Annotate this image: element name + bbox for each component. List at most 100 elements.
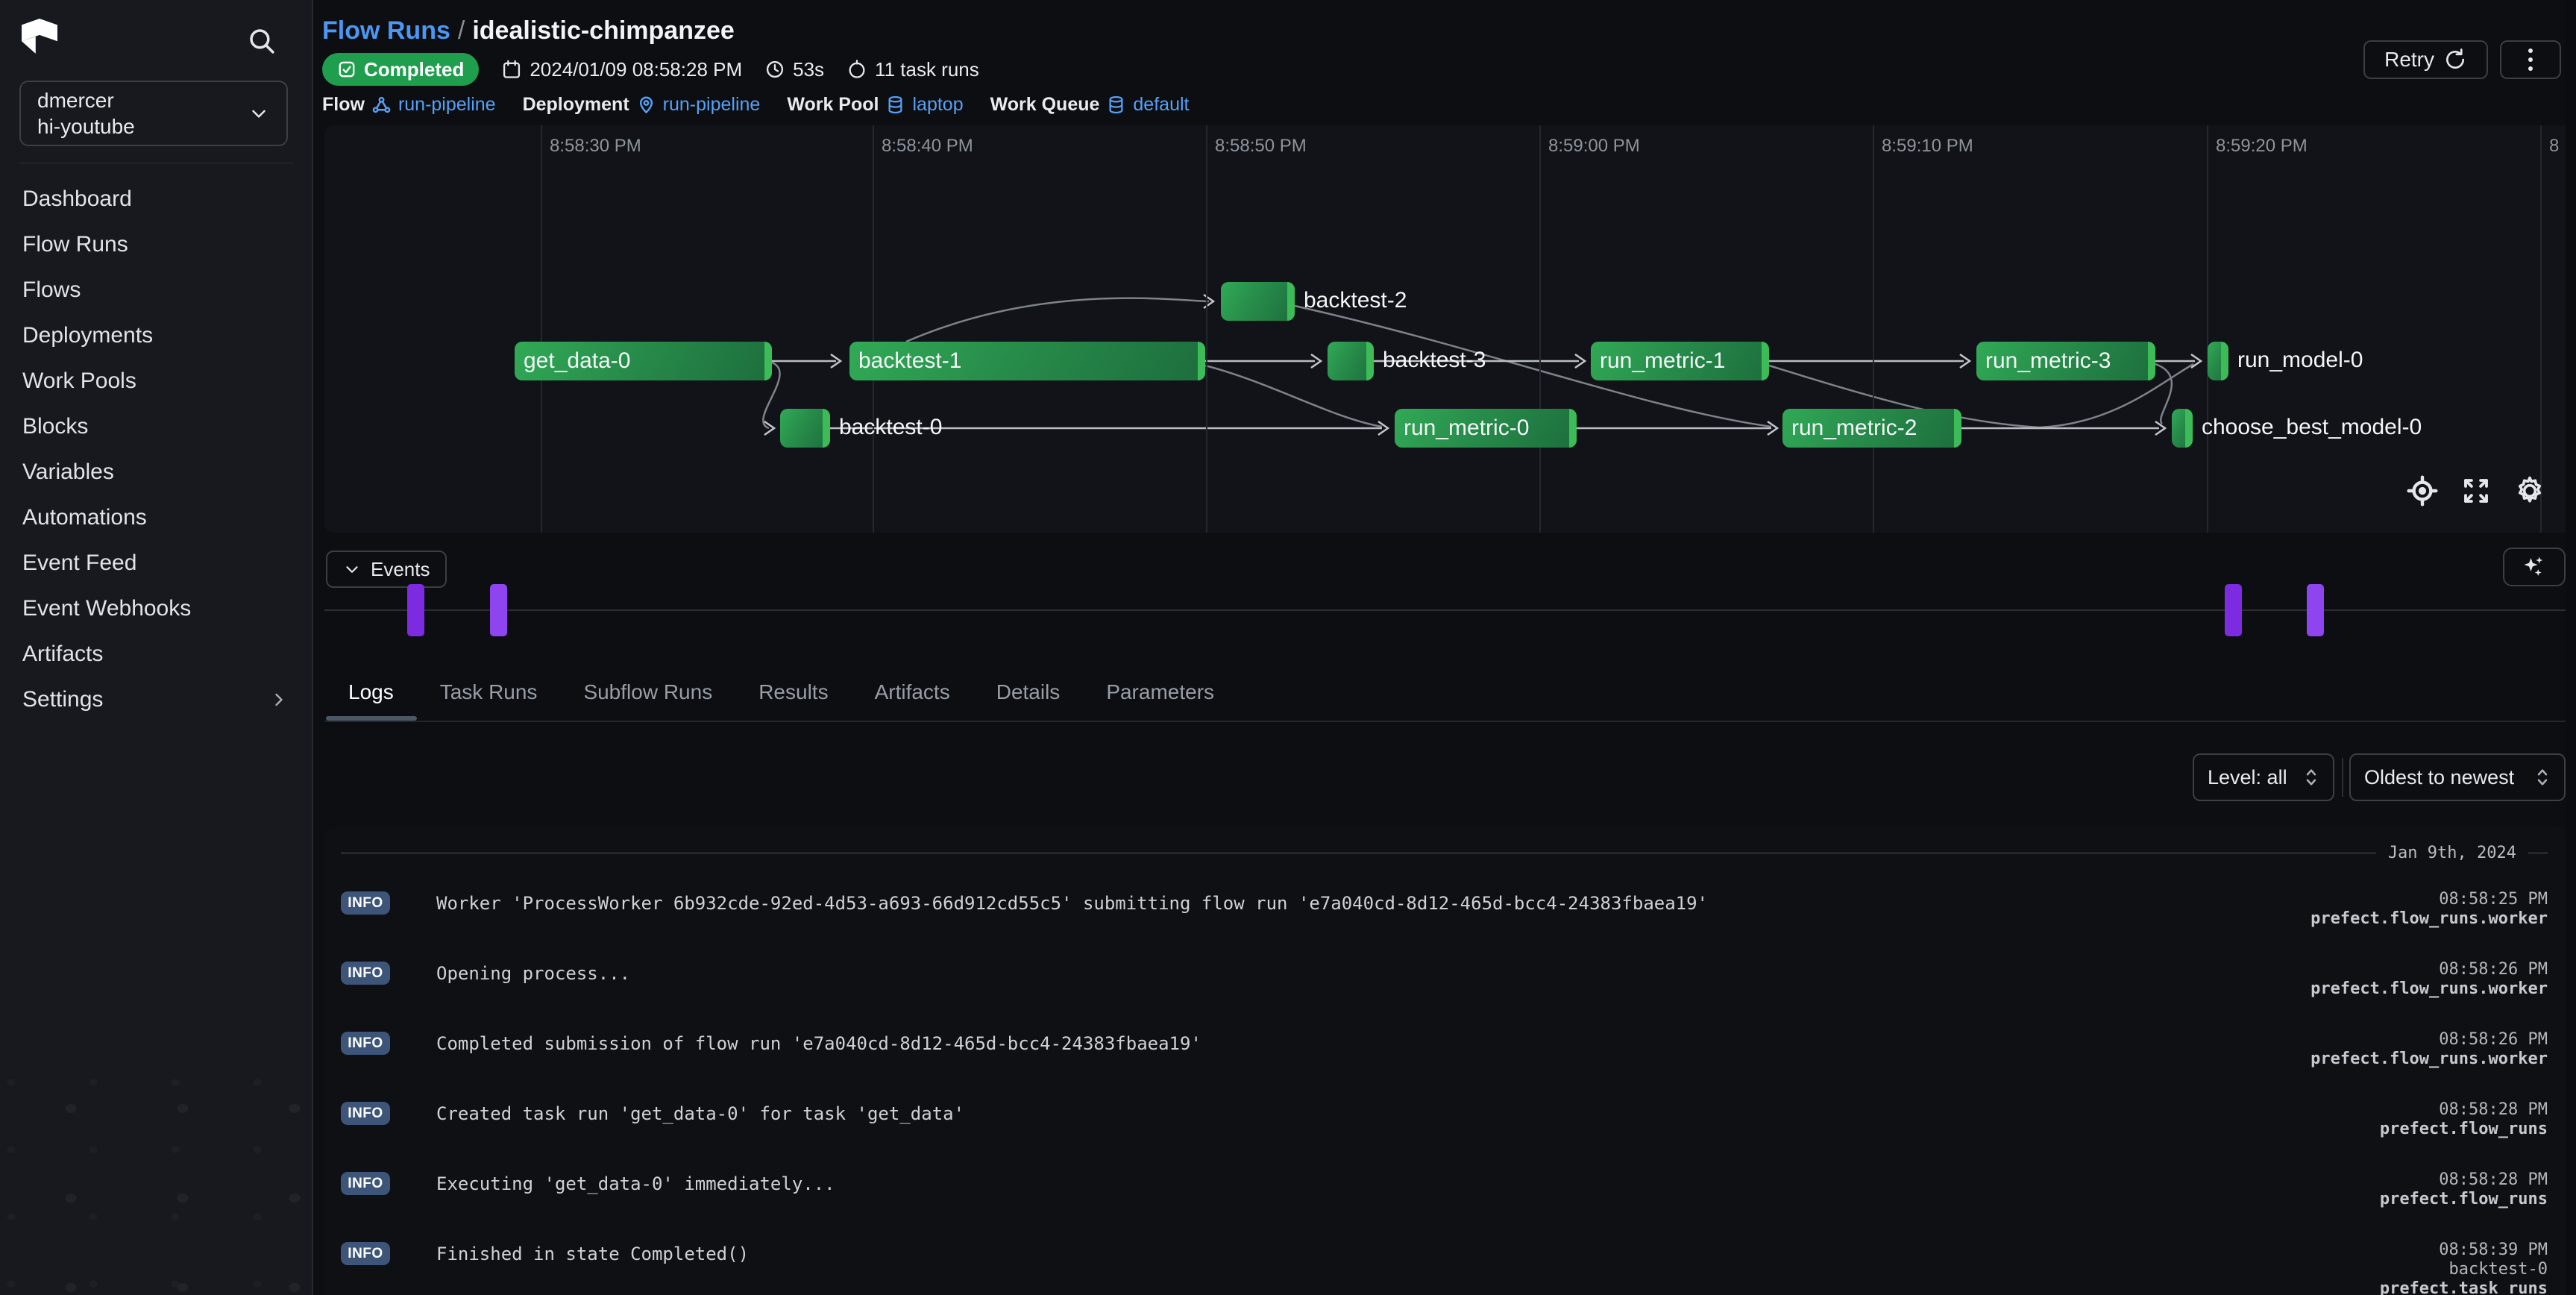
sidebar-item-label: Settings xyxy=(22,687,103,712)
breadcrumb-flow-runs-link[interactable]: Flow Runs xyxy=(322,16,450,45)
sidebar-item-label: Automations xyxy=(22,505,147,530)
log-timestamp: 08:58:39 PM xyxy=(2380,1241,2548,1260)
related-label: Deployment xyxy=(523,94,629,116)
event-bar[interactable] xyxy=(2307,584,2324,636)
task-bar-backtest-0[interactable] xyxy=(780,409,830,448)
sidebar-item-artifacts[interactable]: Artifacts xyxy=(0,631,312,677)
task-bar-run_metric-2[interactable]: run_metric-2 xyxy=(1782,409,1961,448)
toolbar-divider xyxy=(2342,758,2343,797)
sidebar-item-work-pools[interactable]: Work Pools xyxy=(0,358,312,404)
sidebar-item-event-feed[interactable]: Event Feed xyxy=(0,540,312,586)
log-level-select[interactable]: Level: all xyxy=(2193,753,2334,801)
event-bar[interactable] xyxy=(2225,584,2242,636)
log-date-label: Jan 9th, 2024 xyxy=(2376,844,2528,862)
log-timestamp: 08:58:25 PM xyxy=(2310,890,2548,909)
log-message: Created task run 'get_data-0' for task '… xyxy=(436,1100,964,1124)
related-flow: Flowrun-pipeline xyxy=(322,94,496,116)
sidebar-item-settings[interactable]: Settings xyxy=(0,677,312,722)
related-work-pool: Work Poollaptop xyxy=(787,94,963,116)
event-bar[interactable] xyxy=(490,584,507,636)
tab-artifacts[interactable]: Artifacts xyxy=(875,680,950,704)
page-scrollbar-track[interactable] xyxy=(2566,0,2576,1295)
log-level-badge: INFO xyxy=(341,1032,390,1055)
log-row: INFOOpening process...08:58:26 PMprefect… xyxy=(341,944,2548,1015)
timeline-gridline xyxy=(2540,125,2542,533)
sidebar-item-dashboard[interactable]: Dashboard xyxy=(0,176,312,222)
run-meta-row: Completed 2024/01/09 08:58:28 PM 53s 11 … xyxy=(322,52,979,87)
task-bar-run_metric-0[interactable]: run_metric-0 xyxy=(1395,409,1577,448)
sidebar-item-flows[interactable]: Flows xyxy=(0,267,312,313)
log-timestamp: 08:58:26 PM xyxy=(2310,960,2548,979)
log-level-badge: INFO xyxy=(341,962,390,985)
sidebar-item-label: Event Webhooks xyxy=(22,596,191,621)
sidebar-item-variables[interactable]: Variables xyxy=(0,449,312,495)
task-bar-run_metric-1[interactable]: run_metric-1 xyxy=(1591,342,1769,380)
events-sparkle-button[interactable] xyxy=(2503,548,2566,586)
logs-panel[interactable]: Jan 9th, 2024 INFOWorker 'ProcessWorker … xyxy=(324,827,2566,1295)
task-run-timeline[interactable]: 8:58:30 PM8:58:40 PM8:58:50 PM8:59:00 PM… xyxy=(324,125,2576,533)
log-level-badge: INFO xyxy=(341,891,390,915)
sidebar-item-automations[interactable]: Automations xyxy=(0,495,312,540)
tab-results[interactable]: Results xyxy=(758,680,828,704)
recenter-icon[interactable] xyxy=(2406,474,2439,507)
task-bar-backtest-2[interactable] xyxy=(1221,282,1295,321)
log-timestamp: 08:58:26 PM xyxy=(2310,1030,2548,1050)
tab-details[interactable]: Details xyxy=(996,680,1061,704)
task-bar-choose_best_model-0[interactable] xyxy=(2172,409,2193,448)
duration-value: 53s xyxy=(793,58,824,81)
sidebar-item-label: Blocks xyxy=(22,414,88,439)
log-source: prefect.task_runs xyxy=(2380,1279,2548,1295)
related-link[interactable]: default xyxy=(1133,94,1189,116)
workspace-selector[interactable]: dmercer hi-youtube xyxy=(19,81,288,146)
related-link[interactable]: laptop xyxy=(912,94,963,116)
tab-subflow-runs[interactable]: Subflow Runs xyxy=(583,680,712,704)
task-bar-get_data-0[interactable]: get_data-0 xyxy=(515,342,772,380)
timeline-settings-gear-icon[interactable] xyxy=(2513,474,2546,507)
log-date-divider: Jan 9th, 2024 xyxy=(341,841,2548,864)
chevron-right-icon xyxy=(268,689,289,710)
more-actions-button[interactable] xyxy=(2500,40,2561,79)
sidebar-item-label: Event Feed xyxy=(22,551,136,576)
calendar-icon xyxy=(501,59,522,80)
task-bar-run_model-0[interactable] xyxy=(2208,342,2228,380)
timeline-gridline xyxy=(1206,125,1207,533)
tab-parameters[interactable]: Parameters xyxy=(1106,680,1214,704)
start-time-value: 2024/01/09 08:58:28 PM xyxy=(530,58,742,81)
log-meta: 08:58:26 PMprefect.flow_runs.worker xyxy=(2310,1030,2548,1069)
events-toggle-button[interactable]: Events xyxy=(326,551,447,588)
retry-icon xyxy=(2443,48,2467,72)
timeline-tick-label: 8:58:30 PM xyxy=(550,136,641,157)
sidebar-item-flow-runs[interactable]: Flow Runs xyxy=(0,222,312,267)
task-bar-backtest-1[interactable]: backtest-1 xyxy=(849,342,1205,380)
log-sort-select[interactable]: Oldest to newest xyxy=(2349,753,2566,801)
prefect-logo[interactable] xyxy=(21,18,58,55)
log-source: prefect.flow_runs xyxy=(2380,1190,2548,1209)
related-link[interactable]: run-pipeline xyxy=(398,94,496,116)
sidebar-item-blocks[interactable]: Blocks xyxy=(0,404,312,449)
related-deployment: Deployment run-pipeline xyxy=(523,94,761,116)
task-bar-run_metric-3[interactable]: run_metric-3 xyxy=(1976,342,2155,380)
log-message: Executing 'get_data-0' immediately... xyxy=(436,1170,835,1194)
log-message: Finished in state Completed() xyxy=(436,1241,749,1264)
retry-button[interactable]: Retry xyxy=(2363,40,2488,79)
task-bar-backtest-3[interactable] xyxy=(1328,342,1374,380)
tab-task-runs[interactable]: Task Runs xyxy=(440,680,538,704)
task-label: run_metric-3 xyxy=(1976,348,2111,374)
fullscreen-icon[interactable] xyxy=(2460,474,2492,507)
tab-logs[interactable]: Logs xyxy=(348,680,394,704)
work-queue-icon xyxy=(1106,95,1126,115)
task-label: run_metric-0 xyxy=(1395,416,1529,441)
timeline-gridline xyxy=(2207,125,2208,533)
log-row: INFOCompleted submission of flow run 'e7… xyxy=(341,1015,2548,1085)
sidebar-item-event-webhooks[interactable]: Event Webhooks xyxy=(0,586,312,631)
sidebar-item-deployments[interactable]: Deployments xyxy=(0,313,312,358)
active-tab-indicator xyxy=(326,716,417,721)
related-link[interactable]: run-pipeline xyxy=(663,94,761,116)
event-bar[interactable] xyxy=(407,584,424,636)
log-meta: 08:58:28 PMprefect.flow_runs xyxy=(2380,1100,2548,1139)
log-toolbar: Level: all Oldest to newest xyxy=(324,753,2576,803)
search-icon[interactable] xyxy=(246,25,277,57)
timeline-gridline xyxy=(873,125,874,533)
chevron-down-icon xyxy=(342,559,362,579)
retry-button-label: Retry xyxy=(2384,48,2434,72)
